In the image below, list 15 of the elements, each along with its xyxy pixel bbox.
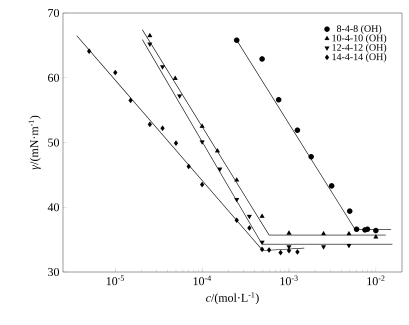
x-tick-label: 10$^{-4}$	[194, 276, 212, 286]
y-tick-label: 50	[48, 138, 60, 147]
x-tick-label: 10$^{-3}$	[280, 276, 298, 286]
legend-label: 10-4-10 (OH)	[332, 34, 386, 44]
legend-label: 14-4-14 (OH)	[332, 53, 386, 62]
legend-label: 8-4-8 (OH)	[336, 24, 382, 34]
x-axis-title: c/(mol·L$^{-1}$)	[206, 292, 259, 304]
x-tick-label: 10$^{-2}$	[367, 276, 384, 286]
y-axis-title: γ/(mN·m$^{-1}$)	[28, 116, 41, 170]
y-tick-label: 60	[48, 74, 60, 82]
y-tick-label: 30	[48, 268, 60, 276]
y-tick-label: 40	[48, 203, 60, 212]
legend-label: 12-4-12 (OH)	[332, 44, 386, 53]
x-tick-label: 10$^{-5}$	[106, 276, 124, 286]
y-tick-label: 70	[48, 8, 60, 18]
